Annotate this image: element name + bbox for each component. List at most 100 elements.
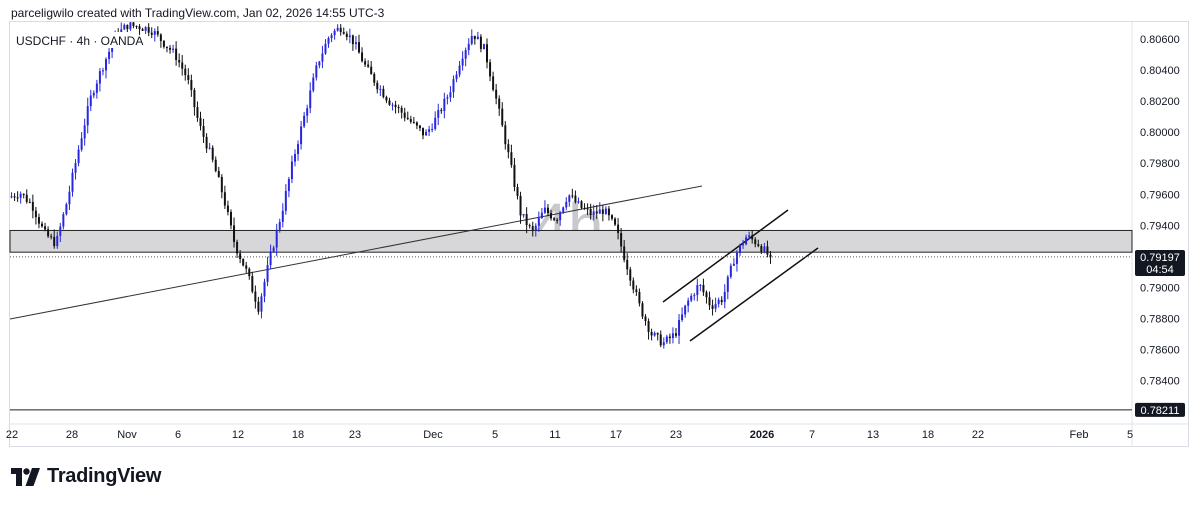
candle-body	[257, 301, 260, 312]
candle-body	[443, 98, 446, 112]
candle-body	[546, 207, 549, 213]
candle-body	[303, 115, 306, 127]
candle-body	[165, 46, 168, 48]
candle-body	[220, 176, 223, 193]
candle-body	[306, 108, 309, 116]
candle-body	[34, 210, 37, 218]
candle-body	[577, 201, 580, 203]
candle-body	[464, 50, 467, 59]
candle-body	[559, 212, 562, 221]
candle-body	[147, 27, 150, 33]
candle-body	[178, 59, 181, 63]
x-tick-label: 6	[175, 429, 181, 441]
candle-body	[101, 70, 104, 72]
candle-body	[37, 217, 40, 224]
x-tick-label: 28	[66, 429, 78, 441]
candle-body	[409, 119, 412, 122]
candle-body	[28, 201, 31, 203]
candle-body	[482, 44, 485, 49]
candle-body	[431, 128, 434, 130]
candle-body	[105, 59, 108, 71]
candle-body	[510, 152, 513, 165]
candle-body	[732, 263, 735, 266]
candle-body	[458, 65, 461, 75]
candle-body	[501, 108, 504, 126]
candle-body	[498, 98, 501, 109]
candle-body	[650, 331, 653, 336]
candle-body	[92, 92, 95, 96]
symbol-legend[interactable]: USDCHF · 4h · OANDA	[16, 34, 143, 48]
candle-body	[738, 245, 741, 253]
candle-body	[71, 172, 74, 192]
candle-body	[309, 90, 312, 109]
candle-body	[132, 22, 135, 26]
candle-body	[583, 207, 586, 209]
candle-body	[361, 52, 364, 62]
channel-lower-line[interactable]	[689, 247, 819, 342]
trend-line[interactable]	[10, 185, 703, 320]
candle-body	[354, 42, 357, 45]
candle-body	[479, 36, 482, 49]
candle-body	[540, 212, 543, 219]
y-tick-label: 0.80200	[1140, 96, 1180, 108]
candle-body	[684, 305, 687, 315]
candle-body	[153, 31, 156, 35]
candle-body	[412, 121, 415, 123]
candle-body	[629, 269, 632, 281]
y-tick-label: 0.80000	[1140, 127, 1180, 139]
candle-body	[522, 214, 525, 216]
candle-body	[504, 125, 507, 145]
candle-body	[287, 179, 290, 192]
candle-body	[62, 214, 65, 227]
candle-body	[678, 320, 681, 336]
candle-body	[565, 201, 568, 208]
candle-body	[461, 58, 464, 66]
x-tick-label: 7	[809, 429, 815, 441]
candle-body	[534, 225, 537, 231]
candle-body	[281, 210, 284, 222]
candle-body	[159, 34, 162, 42]
candle-body	[53, 236, 56, 247]
candle-body	[751, 235, 754, 240]
candle-body	[702, 284, 705, 293]
x-tick-label: Nov	[117, 429, 137, 441]
candle-body	[696, 285, 699, 296]
candle-body	[470, 36, 473, 44]
candle-body	[382, 88, 385, 98]
candle-body	[175, 48, 178, 60]
candle-body	[223, 192, 226, 206]
candle-body	[290, 161, 293, 180]
candle-body	[513, 164, 516, 187]
candle-body	[604, 208, 607, 214]
candle-body	[300, 126, 303, 145]
candle-body	[77, 149, 80, 164]
candle-body	[595, 211, 598, 214]
candle-body	[653, 333, 656, 336]
candle-body	[668, 336, 671, 339]
candle-body	[269, 251, 272, 266]
candle-body	[260, 296, 263, 312]
candle-body	[202, 126, 205, 137]
candle-body	[229, 211, 232, 226]
candle-body	[754, 239, 757, 245]
candle-body	[400, 107, 403, 113]
support-resistance-zone[interactable]	[9, 229, 1133, 253]
candle-body	[580, 201, 583, 208]
candle-body	[266, 265, 269, 282]
candle-body	[403, 112, 406, 118]
level-price-value: 0.78211	[1141, 405, 1180, 417]
candle-body	[699, 284, 702, 286]
candle-body	[717, 299, 720, 304]
candle-body	[446, 97, 449, 99]
candle-body	[418, 125, 421, 129]
candle-body	[214, 159, 217, 172]
candle-body	[440, 110, 443, 112]
candle-body	[364, 61, 367, 65]
channel-upper-line[interactable]	[662, 209, 789, 303]
candle-body	[327, 38, 330, 44]
candle-body	[22, 193, 25, 195]
candle-body	[248, 268, 251, 277]
candle-body	[25, 194, 28, 202]
candle-body	[589, 208, 592, 216]
